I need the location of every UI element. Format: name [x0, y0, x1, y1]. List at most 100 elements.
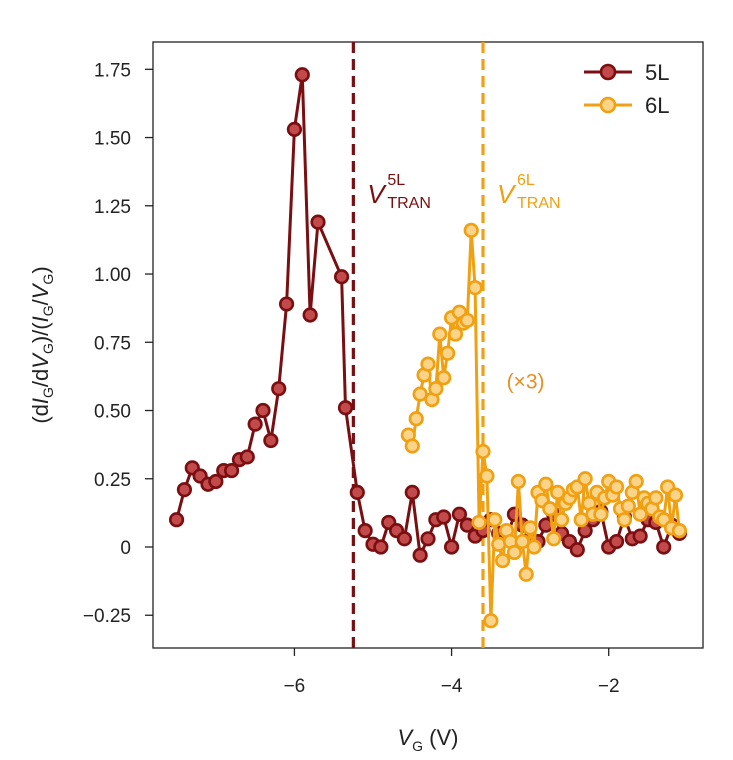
x-tick-label: −4	[441, 676, 463, 697]
x-axis-label-unit: (V)	[423, 725, 458, 750]
data-point-6l	[440, 345, 456, 361]
data-point-5l	[247, 416, 263, 432]
y-axis-label: (dIG/dVG)/(IG/VG)	[28, 266, 56, 423]
legend-marker-6l	[599, 96, 617, 114]
legend-label-6l: 6L	[645, 93, 669, 118]
data-point-6l	[526, 539, 542, 555]
data-point-5l	[420, 531, 436, 547]
data-point-6l	[550, 484, 566, 501]
y-tick-label: 0.50	[94, 402, 131, 423]
data-point-6l	[436, 370, 452, 386]
data-point-5l	[443, 539, 460, 555]
data-point-5l	[373, 539, 389, 555]
x-axis-label-sub: G	[412, 738, 423, 754]
vline-label-6l: V	[497, 179, 517, 209]
vline-label-sub: TRAN	[517, 195, 561, 212]
data-point-5l	[337, 400, 354, 416]
x-axis-ticks: −6 −4 −2	[284, 648, 620, 697]
data-point-5l	[357, 523, 373, 539]
data-point-5l	[208, 473, 224, 490]
vline-label-sup: 5L	[387, 172, 405, 189]
x-axis-label-var: V	[397, 725, 414, 750]
data-point-5l	[294, 67, 310, 83]
vline-label-sub: TRAN	[387, 195, 431, 212]
data-point-5l	[451, 506, 468, 522]
y-tick-label: 1.50	[94, 129, 131, 150]
data-point-6l	[608, 479, 625, 495]
y-axis-ticks: −0.25 0 0.25 0.50 0.75 1.00 1.25 1.50 1.75	[83, 60, 153, 627]
data-point-5l	[608, 533, 625, 550]
data-point-6l	[671, 523, 688, 539]
data-point-6l	[667, 487, 684, 503]
data-point-6l	[593, 506, 609, 522]
legend-marker-5l	[599, 63, 617, 81]
vline-label-5l: V	[367, 179, 387, 209]
data-point-6l	[522, 520, 538, 536]
data-point-6l	[447, 326, 464, 342]
data-point-6l	[553, 512, 570, 528]
data-point-6l	[577, 471, 593, 487]
y-tick-label: 0.25	[94, 470, 131, 491]
data-point-6l	[412, 386, 428, 402]
y-tick-label: 1.75	[94, 60, 131, 81]
y-tick-label: 1.00	[94, 265, 131, 286]
data-point-6l	[483, 613, 499, 629]
data-point-6l	[487, 512, 503, 528]
data-point-6l	[546, 531, 562, 547]
plot-frame	[152, 41, 704, 649]
data-point-6l	[620, 498, 636, 514]
data-point-6l	[471, 514, 487, 531]
data-point-5l	[656, 539, 672, 555]
data-point-5l	[310, 214, 326, 230]
data-point-5l	[302, 307, 318, 323]
y-tick-label: 0.75	[94, 333, 131, 354]
data-point-6l	[514, 533, 530, 550]
data-point-5l	[176, 482, 193, 498]
data-point-5l	[436, 509, 452, 525]
data-point-6l	[628, 473, 644, 490]
data-point-6l	[632, 506, 648, 522]
data-point-6l	[420, 356, 436, 372]
data-point-6l	[538, 476, 554, 492]
x-tick-label: −2	[598, 676, 620, 697]
y-tick-label: 0	[120, 538, 131, 559]
data-point-6l	[428, 381, 444, 397]
data-point-6l	[495, 553, 511, 569]
data-point-6l	[475, 443, 491, 460]
annotations: (×3)	[507, 371, 545, 394]
annotation-scale: (×3)	[507, 371, 545, 394]
series-group	[168, 67, 688, 629]
data-point-5l	[278, 296, 295, 312]
data-point-6l	[542, 501, 558, 517]
data-point-6l	[479, 468, 495, 484]
data-point-5l	[333, 269, 350, 285]
data-point-6l	[467, 280, 483, 296]
x-axis-label: VG (V)	[397, 725, 458, 754]
data-point-6l	[510, 473, 526, 490]
x-tick-label: −6	[284, 676, 306, 697]
data-point-5l	[412, 547, 428, 563]
data-point-5l	[349, 484, 365, 501]
data-point-6l	[463, 222, 479, 238]
data-point-5l	[239, 449, 255, 465]
data-point-5l	[168, 512, 185, 528]
data-point-6l	[404, 438, 420, 454]
data-point-6l	[408, 411, 424, 427]
y-tick-label: −0.25	[83, 606, 131, 627]
legend-label-5l: 5L	[645, 60, 669, 85]
data-point-6l	[432, 326, 448, 342]
data-point-5l	[404, 484, 420, 501]
data-point-6l	[518, 566, 534, 582]
data-point-5l	[263, 432, 279, 449]
data-point-5l	[569, 542, 585, 558]
data-point-6l	[459, 312, 475, 329]
data-point-6l	[506, 544, 523, 561]
data-point-5l	[632, 528, 648, 544]
data-point-5l	[255, 402, 271, 419]
data-point-5l	[271, 381, 287, 397]
data-point-5l	[286, 121, 303, 137]
vline-label-sup: 6L	[517, 172, 535, 189]
